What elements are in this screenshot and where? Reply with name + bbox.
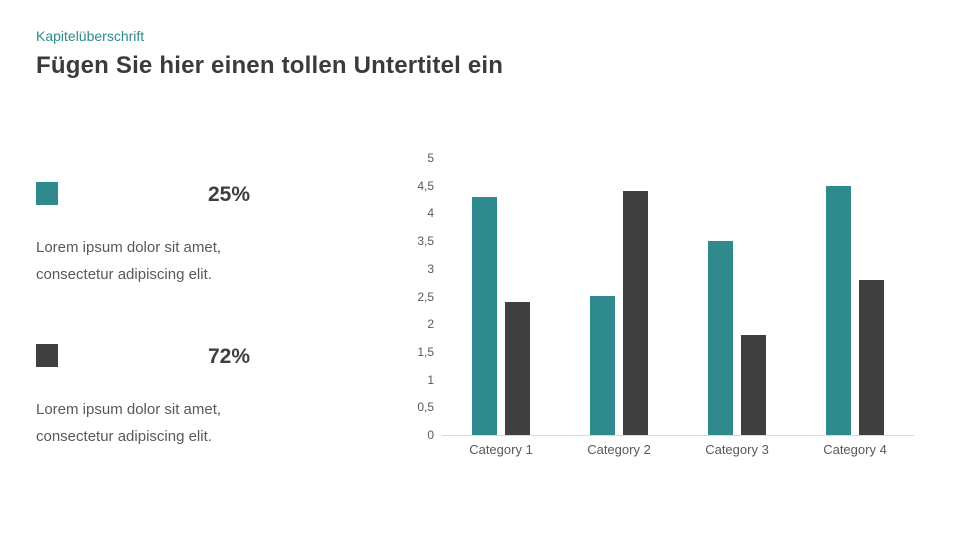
x-axis-category-label: Category 2 [587,442,651,457]
y-axis-tick-label: 5 [427,151,434,165]
y-axis-tick-label: 0 [427,428,434,442]
bar-teal-series-category-3 [708,241,733,435]
x-axis-category-label: Category 1 [469,442,533,457]
kicker-label: Kapitelüberschrift [36,28,145,44]
teal-series-swatch-icon [36,182,58,205]
y-axis-tick-label: 4,5 [417,178,434,193]
bar-teal-series-category-2 [590,296,615,435]
y-axis-tick-label: 4 [427,206,434,221]
y-axis-tick-label: 0,5 [417,400,434,415]
y-axis-tick-label: 3,5 [417,234,434,249]
x-axis-category-label: Category 3 [705,442,769,457]
x-axis-line [442,435,914,436]
stat-value: 72% [207,345,250,368]
stat-block-dark: 72% Lorem ipsum dolor sit amet, consecte… [36,344,250,454]
y-axis-tick-label: 1 [427,372,434,387]
bar-teal-series-category-4 [826,186,851,435]
y-axis-tick-label: 2,5 [417,289,434,304]
bar-dark-series-category-1 [505,302,530,435]
stat-block-teal: 25% Lorem ipsum dolor sit amet, consecte… [36,182,250,292]
x-axis-category-label: Category 4 [823,442,887,457]
page-title: Fügen Sie hier einen tollen Untertitel e… [36,52,504,79]
stat-value: 25% [207,183,250,206]
bar-teal-series-category-1 [472,197,497,435]
y-axis-tick-label: 1,5 [417,344,434,359]
bar-chart: 0 0,5 1 1,5 2 2,5 3 3,5 4 4,5 5 Category 1 Category … [400,150,930,480]
bar-dark-series-category-2 [623,191,648,435]
stat-header-row: 72% [36,344,250,369]
stat-description: Lorem ipsum dolor sit amet, consectetur … [36,401,222,445]
y-axis-tick-label: 2 [427,317,434,332]
dark-series-swatch-icon [36,344,58,367]
stat-description: Lorem ipsum dolor sit amet, consectetur … [36,239,222,283]
stat-header-row: 25% [36,182,250,207]
bar-dark-series-category-3 [741,335,766,435]
y-axis-tick-label: 3 [427,261,434,276]
bar-dark-series-category-4 [859,280,884,435]
